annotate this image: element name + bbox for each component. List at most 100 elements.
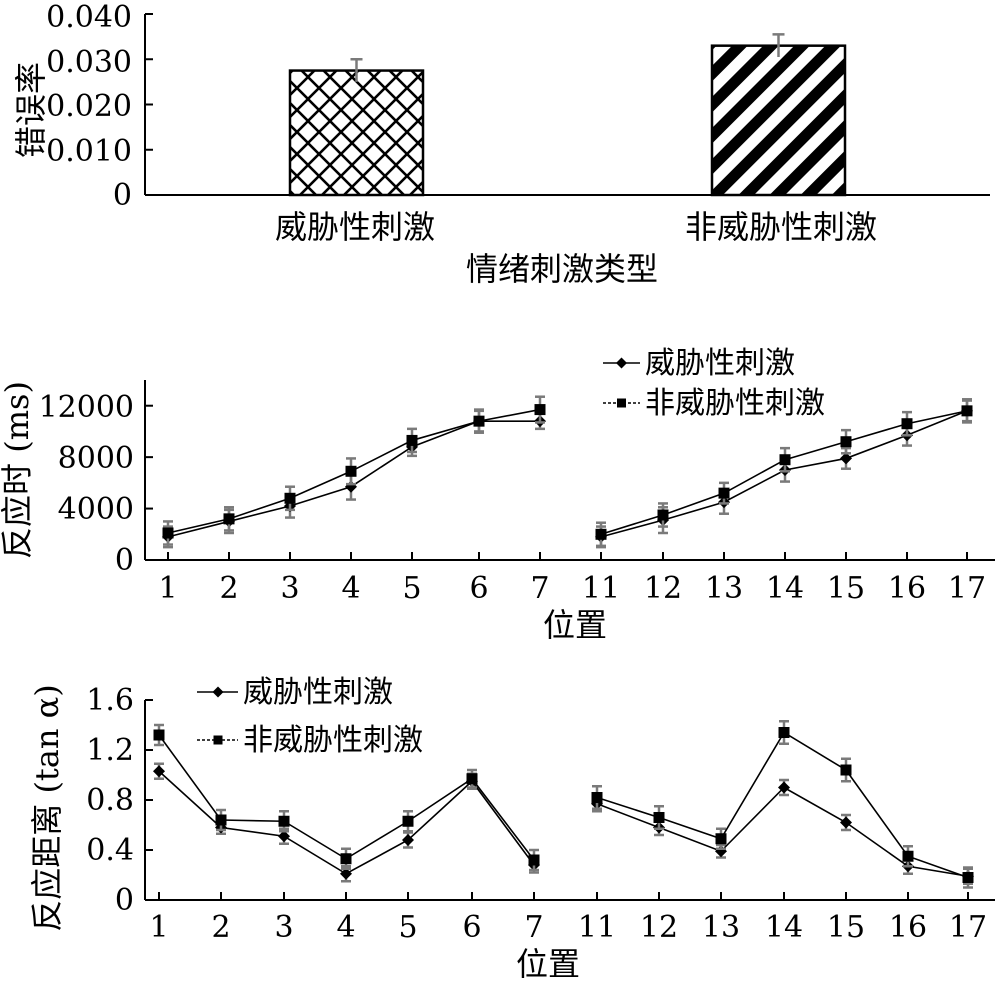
square-marker [534,404,546,416]
square-marker [653,812,665,823]
y-axis-label: 反应距离 (tan α) [28,684,66,931]
x-axis-label: 位置 [516,945,580,981]
x-tick-label: 3 [274,910,293,945]
axes [144,14,990,196]
square-marker [153,729,165,741]
x-tick-label: 15 [827,910,865,945]
y-tick-label: 0.040 [46,0,132,35]
square-marker [402,815,414,827]
y-axis-tick-labels: 0 0.010 0.020 0.030 0.040 [46,0,132,213]
square-marker [778,727,790,738]
x-axis-tick-labels: 1 2 3 4 5 6 7 11 12 13 14 15 16 17 [149,910,987,945]
x-tick-label: 13 [702,910,740,945]
y-axis-label: 错误率 [12,62,50,158]
y-axis-tick-labels: 0 0.4 0.8 1.2 1.6 [86,683,134,918]
axes [144,380,995,561]
x-tick-label: 5 [398,910,417,945]
square-marker [406,434,418,446]
square-marker [473,415,485,427]
x-tick-label: 5 [402,571,421,606]
square-marker [657,509,669,521]
square-marker [718,487,730,499]
square-marker [902,850,914,862]
y-tick-label: 0.030 [46,45,132,80]
bar [710,44,847,197]
diamond-marker [840,816,852,829]
square-marker [215,814,227,826]
x-tick-label: 威胁性刺激 [275,208,435,246]
square-marker [345,465,357,477]
series [153,720,974,889]
x-axis-tick-labels: 1 2 3 4 5 6 7 11 12 13 14 15 16 17 [158,571,986,606]
y-tick-label: 1.6 [86,683,134,718]
x-tick-label: 15 [827,571,865,606]
square-marker [901,418,913,430]
square-marker [962,872,974,883]
square-marker [340,853,352,865]
square-marker [466,773,478,785]
y-tick-label: 0 [113,178,132,213]
square-marker [223,513,235,525]
diamond-marker [153,765,165,778]
y-tick-label: 0 [115,883,134,918]
x-tick-label: 1 [149,910,168,945]
legend: 威胁性刺激 非威胁性刺激 [603,346,825,421]
x-tick-label: 17 [948,571,986,606]
diamond-marker [840,452,852,465]
y-tick-label: 0.010 [46,134,132,169]
y-axis-ticks [145,404,968,561]
square-marker [591,792,603,803]
legend-label: 威胁性刺激 [243,675,393,710]
y-tick-label: 0.4 [86,833,134,868]
y-tick-label: 0.020 [46,89,132,124]
x-tick-label: 4 [341,571,360,606]
reaction-time-line-chart: 0 4000 8000 12000 1 2 3 4 5 6 7 11 12 13… [0,346,995,644]
x-tick-label: 16 [888,571,926,606]
y-axis-ticks [145,699,969,901]
square-marker [528,854,540,866]
legend-diamond-marker [616,357,627,369]
legend: 威胁性刺激 非威胁性刺激 [197,675,423,758]
x-tick-label: 14 [766,571,804,606]
axes [144,700,995,901]
square-marker [595,528,607,540]
square-marker [779,454,791,466]
x-axis-label: 位置 [543,606,607,644]
legend-label: 非威胁性刺激 [645,386,825,421]
y-axis-ticks [145,13,153,196]
x-tick-label: 2 [219,571,238,606]
x-tick-label: 14 [765,910,803,945]
square-marker [162,527,174,539]
y-axis-tick-labels: 0 4000 8000 12000 [39,390,134,578]
square-marker [840,764,852,776]
x-tick-label: 2 [211,910,230,945]
diamond-marker [278,830,290,843]
square-marker [284,492,296,504]
y-tick-label: 0 [115,543,134,578]
square-marker [961,405,973,417]
x-tick-label: 7 [530,571,549,606]
x-tick-label: 16 [889,910,927,945]
diamond-marker [402,834,414,846]
x-tick-label: 12 [644,571,682,606]
legend-label: 非威胁性刺激 [243,723,423,758]
y-tick-label: 4000 [58,492,134,527]
x-tick-label: 11 [582,571,620,606]
diamond-marker [340,867,352,880]
x-axis-label: 情绪刺激类型 [466,250,658,288]
legend-square-marker [617,398,626,408]
square-marker [278,815,290,827]
legend-square-marker [213,735,223,745]
bar [288,69,425,197]
legend-label: 威胁性刺激 [645,346,795,381]
y-tick-label: 8000 [58,441,134,476]
threat-series-line [596,786,969,878]
x-tick-label: 7 [524,910,543,945]
diamond-marker [778,781,790,794]
reaction-distance-line-chart: 0 0.4 0.8 1.2 1.6 1 2 3 4 5 6 7 11 12 13… [28,675,995,981]
x-tick-label: 17 [949,910,987,945]
y-tick-label: 1.2 [86,733,134,768]
bars [288,33,847,197]
y-tick-label: 0.8 [86,783,134,818]
